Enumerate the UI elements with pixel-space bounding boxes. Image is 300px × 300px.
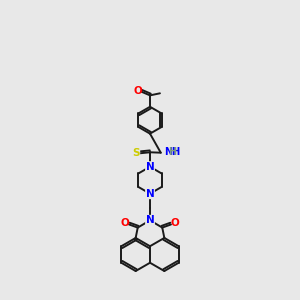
Text: O: O — [134, 85, 142, 96]
Text: N: N — [146, 189, 154, 199]
Text: N: N — [146, 162, 154, 172]
Text: O: O — [170, 218, 179, 228]
Text: N: N — [146, 215, 154, 225]
Text: O: O — [121, 218, 130, 228]
Text: NH: NH — [164, 147, 180, 157]
Text: S: S — [132, 148, 140, 158]
Text: H: H — [168, 147, 176, 157]
